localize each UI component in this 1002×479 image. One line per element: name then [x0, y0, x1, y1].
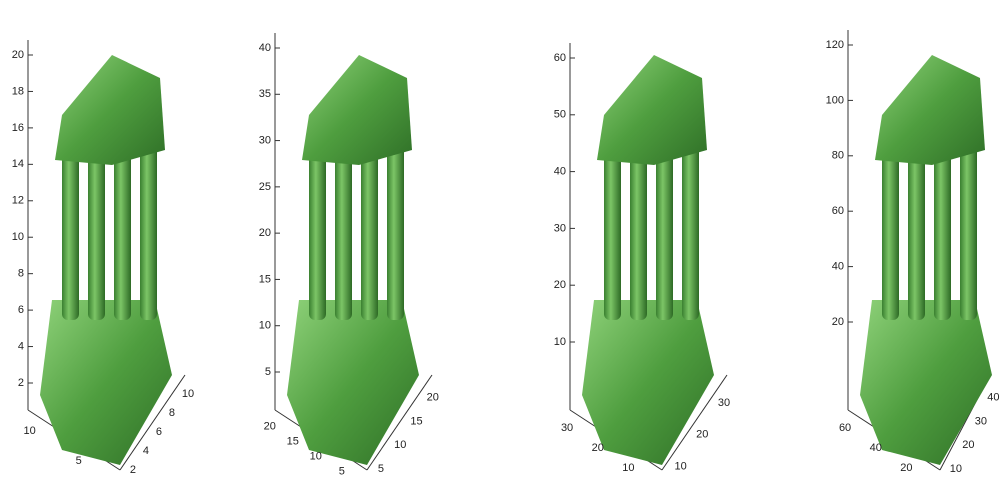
right-tick-label: 30 — [975, 415, 987, 427]
temple-top — [875, 55, 985, 165]
temple-top — [597, 55, 707, 165]
z-tick-label: 20 — [554, 279, 566, 291]
z-tick-label: 2 — [18, 377, 24, 389]
right-tick-label: 20 — [427, 392, 439, 404]
right-tick-label: 10 — [182, 388, 194, 400]
right-tick-label: 20 — [696, 429, 708, 441]
z-tick-label: 40 — [259, 42, 271, 54]
left-tick-label: 60 — [839, 422, 851, 434]
temple-column — [361, 145, 378, 320]
z-tick-label: 16 — [12, 122, 24, 134]
right-tick-label: 8 — [169, 407, 175, 419]
temple-column — [882, 145, 899, 320]
left-tick-label: 10 — [622, 462, 634, 474]
z-tick-label: 20 — [12, 49, 24, 61]
z-tick-label: 5 — [265, 366, 271, 378]
z-tick-label: 30 — [259, 134, 271, 146]
z-tick-label: 4 — [18, 340, 24, 352]
temple-column — [604, 145, 621, 320]
z-tick-label: 60 — [554, 52, 566, 64]
z-tick-label: 6 — [18, 304, 24, 316]
left-tick-label: 20 — [900, 462, 912, 474]
right-tick-label: 10 — [950, 463, 962, 475]
right-tick-label: 15 — [410, 415, 422, 427]
z-tick-label: 10 — [259, 320, 271, 332]
z-tick-label: 25 — [259, 181, 271, 193]
temple-top — [55, 55, 165, 165]
z-tick-label: 15 — [259, 273, 271, 285]
right-tick-label: 2 — [130, 464, 136, 476]
z-tick-label: 12 — [12, 195, 24, 207]
right-tick-label: 30 — [718, 397, 730, 409]
temple-column — [630, 145, 647, 320]
left-tick-label: 10 — [24, 425, 36, 437]
z-tick-label: 120 — [826, 39, 844, 51]
right-tick-label: 5 — [378, 463, 384, 475]
z-tick-label: 100 — [826, 94, 844, 106]
temple-base — [40, 300, 172, 465]
temple-top — [302, 55, 412, 165]
z-tick-label: 20 — [259, 227, 271, 239]
left-tick-label: 40 — [870, 442, 882, 454]
left-tick-label: 20 — [264, 420, 276, 432]
z-tick-label: 18 — [12, 85, 24, 97]
z-tick-label: 50 — [554, 109, 566, 121]
right-tick-label: 40 — [987, 392, 999, 404]
z-tick-label: 30 — [554, 222, 566, 234]
temple-column — [682, 145, 699, 320]
temple-column — [309, 145, 326, 320]
right-tick-label: 20 — [962, 439, 974, 451]
figure: 2468101214161820105246810510152025303540… — [0, 0, 1002, 479]
temple-column — [140, 145, 157, 320]
left-tick-label: 5 — [339, 465, 345, 477]
left-tick-label: 20 — [592, 442, 604, 454]
temple-column — [62, 145, 79, 320]
right-tick-label: 6 — [156, 426, 162, 438]
z-tick-label: 60 — [832, 205, 844, 217]
panel: 5 10 15 20 25 30 35 40 20 15 10 5 5 10 15 20 — [259, 33, 439, 477]
z-tick-label: 10 — [12, 231, 24, 243]
z-tick-label: 8 — [18, 268, 24, 280]
temple-column — [934, 145, 951, 320]
left-tick-label: 15 — [287, 435, 299, 447]
z-tick-label: 10 — [554, 336, 566, 348]
temple-column — [387, 145, 404, 320]
z-tick-label: 80 — [832, 150, 844, 162]
z-tick-label: 40 — [832, 261, 844, 273]
temple-column — [335, 145, 352, 320]
panel: 10 20 30 40 50 60 30 20 10 10 20 30 — [554, 43, 730, 474]
left-tick-label: 5 — [76, 455, 82, 467]
z-tick-label: 40 — [554, 166, 566, 178]
temple-column — [114, 145, 131, 320]
z-tick-label: 35 — [259, 88, 271, 100]
right-tick-label: 4 — [143, 445, 149, 457]
temple-column — [960, 145, 977, 320]
left-tick-label: 30 — [561, 422, 573, 434]
temple-column — [908, 145, 925, 320]
z-tick-label: 14 — [12, 158, 24, 170]
right-tick-label: 10 — [394, 439, 406, 451]
temple-base — [582, 300, 714, 465]
temple-column — [88, 145, 105, 320]
z-tick-label: 20 — [832, 316, 844, 328]
left-tick-label: 10 — [310, 450, 322, 462]
temple-column — [656, 145, 673, 320]
right-tick-label: 10 — [675, 460, 687, 472]
